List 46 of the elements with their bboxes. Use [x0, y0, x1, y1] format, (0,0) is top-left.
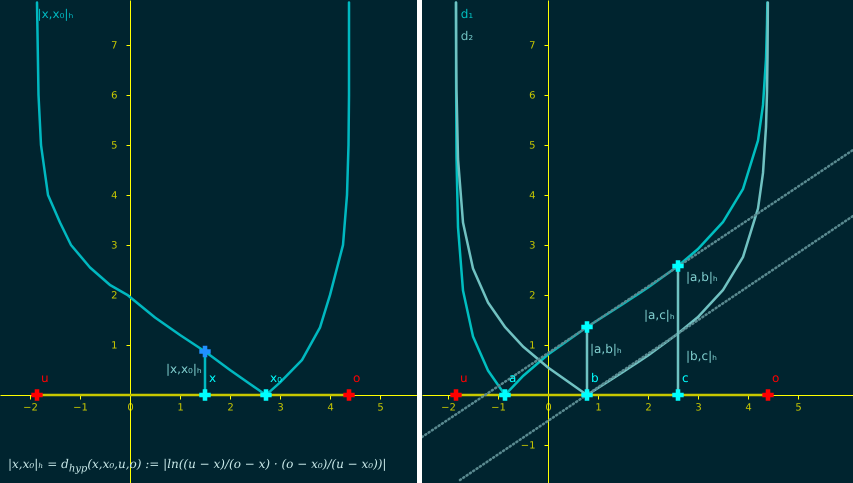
- series-label: d₂: [460, 29, 474, 43]
- x-tick-label: 2: [645, 402, 652, 414]
- series-label: c: [682, 371, 689, 385]
- annotation: |b,c|ₕ: [686, 349, 717, 363]
- series-label: b: [591, 371, 599, 385]
- x-tick-label: 5: [795, 402, 802, 414]
- y-tick-label: 6: [111, 90, 118, 102]
- y-tick-label: 4: [111, 190, 118, 202]
- x-tick-label: 2: [227, 402, 234, 414]
- y-tick-label: −1: [520, 440, 536, 452]
- y-tick-label: 2: [111, 290, 118, 302]
- x-tick-label: 3: [277, 402, 284, 414]
- annotation: |x,x₀|ₕ: [166, 362, 202, 376]
- series-label: d₁: [460, 7, 474, 21]
- y-tick-label: 6: [529, 90, 536, 102]
- y-tick-label: 3: [111, 240, 118, 252]
- series-label: o: [353, 371, 360, 385]
- x-tick-label: 5: [377, 402, 384, 414]
- series-label: x: [209, 371, 216, 385]
- x-tick-label: 3: [695, 402, 702, 414]
- series-label: x₀: [270, 371, 282, 385]
- y-tick-label: 1: [111, 340, 118, 352]
- y-tick-label: 5: [529, 140, 536, 152]
- x-tick-label: −2: [441, 402, 456, 414]
- x-tick-label: 1: [595, 402, 602, 414]
- series-label: u: [41, 371, 49, 385]
- y-tick-label: 7: [111, 40, 118, 52]
- y-tick-label: 4: [529, 190, 536, 202]
- annotation: |a,b|ₕ: [686, 270, 718, 284]
- series-label: |x,x₀|ₕ: [38, 7, 74, 21]
- y-tick-label: 2: [529, 290, 536, 302]
- x-tick-label: 1: [177, 402, 184, 414]
- y-tick-label: 5: [111, 140, 118, 152]
- series-label: a: [509, 371, 516, 385]
- x-tick-label: −2: [23, 402, 38, 414]
- series-label: o: [772, 371, 780, 385]
- x-tick-label: 4: [327, 402, 334, 414]
- y-tick-label: 1: [529, 340, 536, 352]
- annotation: |a,c|ₕ: [644, 308, 675, 322]
- y-tick-label: 7: [529, 40, 536, 52]
- annotation: |a,b|ₕ: [590, 342, 622, 356]
- x-tick-label: 4: [745, 402, 752, 414]
- y-tick-label: 3: [529, 240, 536, 252]
- x-tick-label: −1: [73, 402, 88, 414]
- x-tick-label: −1: [491, 402, 506, 414]
- series-label: u: [460, 371, 468, 385]
